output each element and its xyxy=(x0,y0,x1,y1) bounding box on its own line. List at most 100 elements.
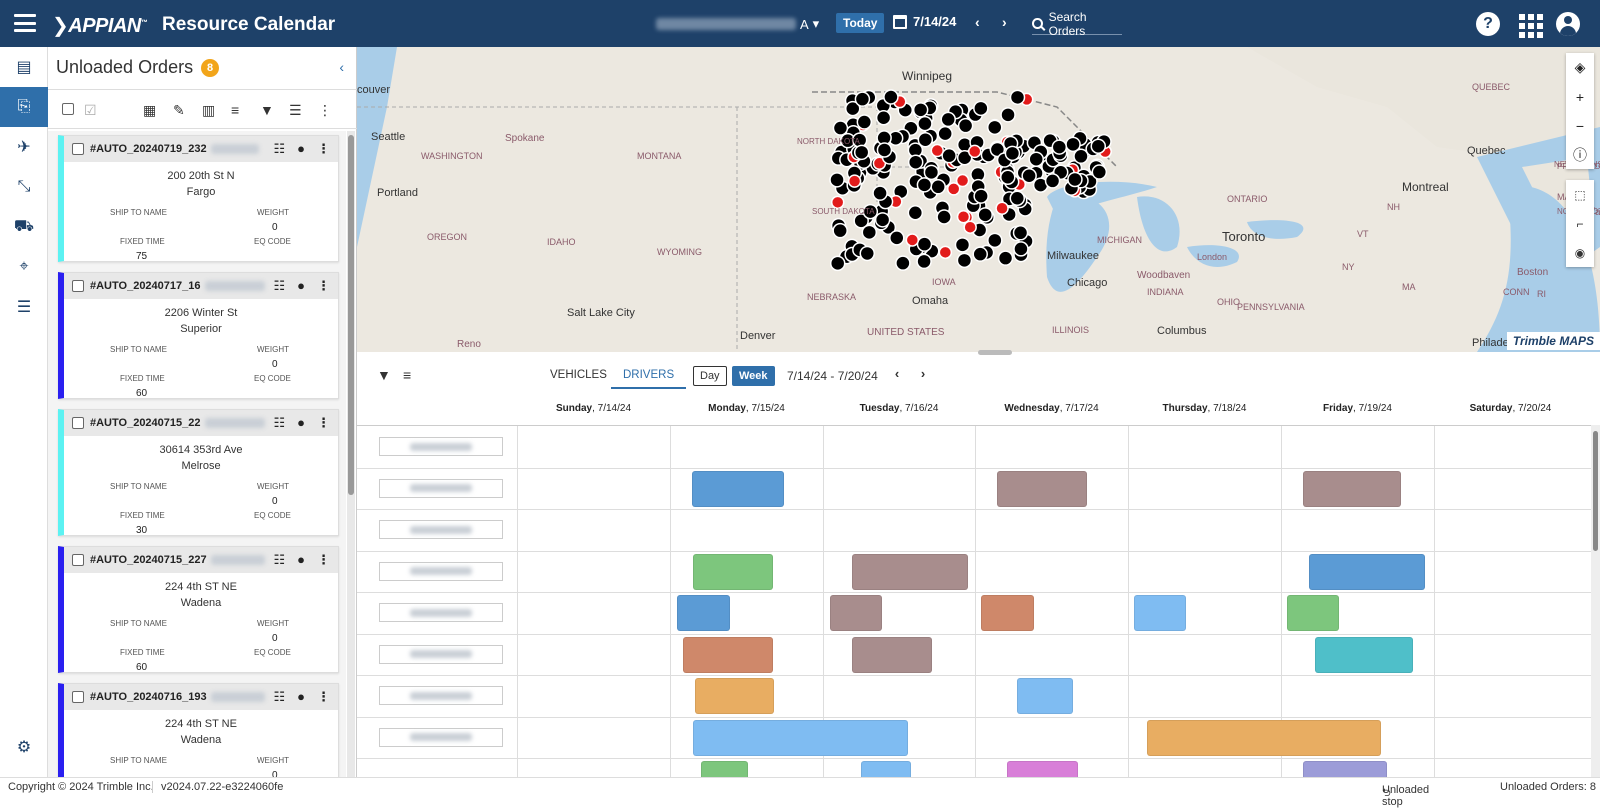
map-stop-pin[interactable] xyxy=(1004,145,1021,162)
map-stop-pin[interactable] xyxy=(946,182,961,196)
schedule-event[interactable] xyxy=(1287,595,1339,631)
map-stop-pin[interactable] xyxy=(937,125,953,142)
truck-icon[interactable]: ⛟ xyxy=(13,218,35,235)
order-card[interactable]: #AUTO_20240715_22 ☷ ● ⋮ 30614 353rd Ave Mel… xyxy=(58,409,339,536)
lightbulb-icon[interactable]: ● xyxy=(297,141,305,156)
schedule-event[interactable] xyxy=(695,678,774,714)
lasso-select-icon[interactable]: ⬚ xyxy=(1574,187,1586,202)
map-stop-pin[interactable] xyxy=(861,224,878,241)
schedule-event[interactable] xyxy=(861,761,911,777)
map-stop-pin[interactable] xyxy=(936,209,952,225)
day-view-button[interactable]: Day xyxy=(693,366,727,386)
tab-vehicles[interactable]: VEHICLES xyxy=(550,369,607,381)
more-options-icon[interactable]: ⋮ xyxy=(318,102,332,118)
order-card[interactable]: #AUTO_20240715_227 ☷ ● ⋮ 224 4th ST NE Wade… xyxy=(58,546,339,673)
driver-name-field[interactable] xyxy=(379,603,503,622)
schedule-event[interactable] xyxy=(997,470,1087,507)
map-stop-pin[interactable] xyxy=(923,164,940,181)
order-card[interactable]: #AUTO_20240719_232 ☷ ● ⋮ 200 20th St N Farg… xyxy=(58,135,339,262)
map-stop-pin[interactable] xyxy=(876,142,893,158)
map-stop-pin[interactable] xyxy=(874,212,891,228)
search-orders[interactable]: Search Orders xyxy=(1032,10,1122,38)
more-options-icon[interactable]: ⋮ xyxy=(317,278,330,293)
planning-icon[interactable]: ✈ xyxy=(17,139,31,156)
map-stop-pin[interactable] xyxy=(997,250,1014,266)
map-stop-pin[interactable] xyxy=(1012,225,1029,241)
map-stop-pin[interactable] xyxy=(829,255,846,272)
order-checkbox[interactable] xyxy=(72,280,84,292)
map-stop-pin[interactable] xyxy=(963,220,977,234)
driver-name-field[interactable] xyxy=(379,520,503,539)
schedule-event[interactable] xyxy=(830,595,882,631)
lightbulb-icon[interactable]: ● xyxy=(297,552,305,567)
menu-icon[interactable] xyxy=(14,14,36,32)
schedule-event[interactable] xyxy=(683,636,773,673)
map-stop-pin[interactable] xyxy=(1051,139,1068,155)
orders-icon[interactable]: ⎘ xyxy=(0,87,48,127)
checklist-icon[interactable]: ☑ xyxy=(84,102,97,118)
map-stop-pin[interactable] xyxy=(1073,148,1089,165)
columns-icon[interactable]: ▥ xyxy=(202,102,216,118)
info-icon[interactable]: ⓘ xyxy=(1573,146,1587,163)
map-stop-pin[interactable] xyxy=(859,245,876,262)
date-picker[interactable]: 7/14/24 xyxy=(893,14,956,29)
help-icon[interactable]: ? xyxy=(1476,12,1500,36)
map-stop-pin[interactable] xyxy=(957,117,974,134)
order-checkbox[interactable] xyxy=(72,554,84,566)
map-stop-pin[interactable] xyxy=(1000,107,1016,123)
schedule-event[interactable] xyxy=(692,470,784,507)
schedule-event[interactable] xyxy=(852,636,932,673)
schedule-grid[interactable] xyxy=(357,425,1591,777)
map-stop-pin[interactable] xyxy=(830,195,845,210)
calendar-icon[interactable]: ▦ xyxy=(143,102,157,118)
driver-name-field[interactable] xyxy=(379,727,503,747)
edit-pencil-icon[interactable]: ✎ xyxy=(173,102,185,118)
map-stop-pin[interactable] xyxy=(847,174,862,188)
map-stop-pin[interactable] xyxy=(989,141,1006,158)
schedule-event[interactable] xyxy=(1147,719,1381,756)
lightbulb-icon[interactable]: ● xyxy=(297,415,305,430)
schedule-event[interactable] xyxy=(1309,553,1425,590)
map-stop-pin[interactable] xyxy=(986,119,1003,136)
collapse-panel-button[interactable]: ‹ xyxy=(339,59,344,75)
order-checkbox[interactable] xyxy=(72,143,84,155)
dashboard-icon[interactable]: ▤ xyxy=(16,59,32,76)
list-icon[interactable]: ☷ xyxy=(273,141,286,156)
map-stop-pin[interactable] xyxy=(916,253,932,270)
routes-icon[interactable]: ⤡ xyxy=(17,178,31,195)
schedule-event[interactable] xyxy=(1007,761,1078,777)
select-all-checkbox[interactable] xyxy=(62,103,74,115)
map-stop-pin[interactable] xyxy=(987,232,1003,249)
map-stop-pin[interactable] xyxy=(972,246,988,262)
list-icon[interactable]: ☷ xyxy=(273,415,286,430)
schedule-event[interactable] xyxy=(981,595,1034,631)
next-date-button[interactable]: › xyxy=(1002,14,1007,30)
order-checkbox[interactable] xyxy=(72,417,84,429)
settings-gear-icon[interactable]: ⚙ xyxy=(16,739,32,756)
map-stop-pin[interactable] xyxy=(916,236,933,252)
filter-icon[interactable]: ▼ xyxy=(377,367,391,383)
map-stop-pin[interactable] xyxy=(872,185,888,201)
map-stop-pin[interactable] xyxy=(956,210,971,224)
map-stop-pin[interactable] xyxy=(832,222,848,239)
driver-name-field[interactable] xyxy=(379,644,503,664)
map-stop-pin[interactable] xyxy=(1021,167,1037,184)
more-options-icon[interactable]: ⋮ xyxy=(317,552,330,567)
schedule-event[interactable] xyxy=(1303,761,1387,777)
driver-name-field[interactable] xyxy=(379,561,503,581)
map-stop-pin[interactable] xyxy=(862,203,879,220)
schedule-event[interactable] xyxy=(1315,636,1413,673)
list-icon[interactable]: ☷ xyxy=(273,278,286,293)
resize-handle[interactable] xyxy=(978,350,1012,355)
map-stop-pin[interactable] xyxy=(853,144,870,161)
schedule-event[interactable] xyxy=(677,595,730,631)
map-stop-pin[interactable] xyxy=(967,144,982,159)
location-pin-icon[interactable]: ⌖ xyxy=(19,258,29,275)
user-avatar-icon[interactable] xyxy=(1556,12,1580,36)
map-stop-pin[interactable] xyxy=(941,147,957,164)
prev-date-button[interactable]: ‹ xyxy=(975,14,980,30)
map-stop-pin[interactable] xyxy=(907,205,924,221)
schedule-event[interactable] xyxy=(852,553,968,590)
schedule-event[interactable] xyxy=(701,761,748,777)
filter-icon[interactable]: ▼ xyxy=(260,102,274,118)
